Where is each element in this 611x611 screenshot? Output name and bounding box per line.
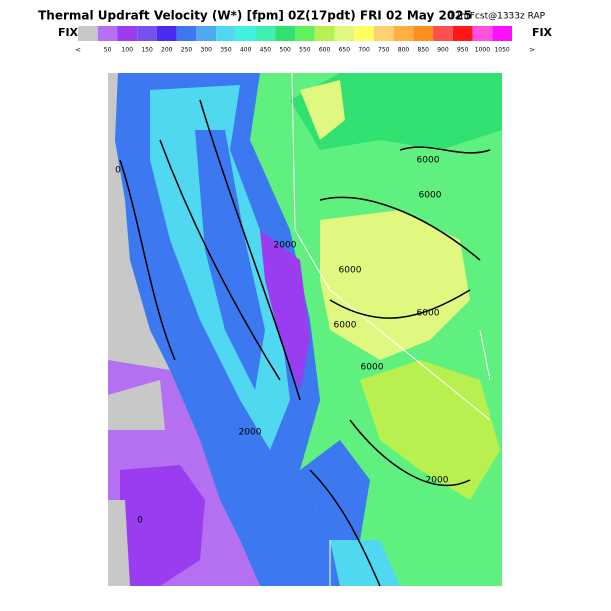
legend-label: 950 [457,47,469,54]
region [360,360,500,500]
contour-label: 0 [137,516,143,526]
contour-label: 6000 [361,363,384,373]
legend-label: 850 [418,47,430,54]
legend-swatch [373,26,394,41]
contour-label: 0 [115,166,121,176]
region [300,440,370,540]
legend-swatch [235,26,256,41]
region [260,230,310,390]
fix-right: FIX [532,26,553,39]
contour-label: 6000 [419,191,442,201]
legend-label: 600 [319,47,331,54]
legend-label: 250 [181,47,193,54]
contour-label: 2000 [274,241,297,251]
legend-label: 300 [201,47,213,54]
legend-swatch [393,26,414,41]
legend-label: 350 [220,47,232,54]
boundary [291,72,491,586]
legend-label: 50 [104,47,112,54]
contour-label: 6000 [339,266,362,276]
legend-label: 900 [437,47,449,54]
legend-label: 500 [279,47,291,54]
legend-label: 100 [122,47,134,54]
map: 0 0 2000 2000 6000 6000 6000 6000 6000 6000 2000 [108,72,502,587]
under-marker: < [75,46,81,54]
over-marker: > [529,46,535,54]
region [300,80,345,140]
fix-left: FIX [58,26,79,39]
region [320,210,470,360]
ocean [108,500,130,586]
legend-swatch [137,26,157,41]
legend-swatch [354,26,374,41]
legend-swatch [295,26,315,41]
legend-label: 750 [378,47,390,54]
region [290,73,502,150]
legend-label: 200 [161,47,173,54]
legend-label: 150 [141,47,153,54]
region [120,465,205,586]
contour-label: 2000 [426,476,449,486]
legend-label: 1000 [475,47,490,54]
legend-label: 450 [260,47,272,54]
ocean [108,73,170,370]
legend-swatch [334,26,355,41]
forecast: 12hrFcst@1333z RAP [449,12,546,22]
legend-swatch [452,26,473,41]
legend-swatch [472,26,493,41]
legend-label: 800 [398,47,410,54]
contour-label: 6000 [417,156,440,166]
legend-label: 650 [339,47,351,54]
legend-swatch [117,26,138,41]
legend-swatch [156,26,177,41]
legend-swatch [216,26,236,41]
contour-label: 6000 [417,309,440,319]
contour [119,99,491,587]
legend-swatch [413,26,434,41]
legend-swatch [97,26,118,41]
title: Thermal Updraft Velocity (W*) [fpm] 0Z(1… [38,9,472,23]
legend-swatch [433,26,453,41]
legend-swatch [78,26,98,41]
legend-swatch [314,26,335,41]
region [330,540,400,586]
contour-label: 6000 [334,321,357,331]
legend-swatch [492,26,512,41]
legend-label: 550 [299,47,311,54]
legend-swatch [196,26,217,41]
legend-label: 1050 [494,47,509,54]
legend-label: 400 [240,47,252,54]
legend-label: 700 [358,47,370,54]
contour-label: 2000 [239,428,262,438]
legend-swatch [275,26,295,41]
ocean [108,380,165,430]
legend-swatch [255,26,276,41]
legend-swatch [176,26,197,41]
